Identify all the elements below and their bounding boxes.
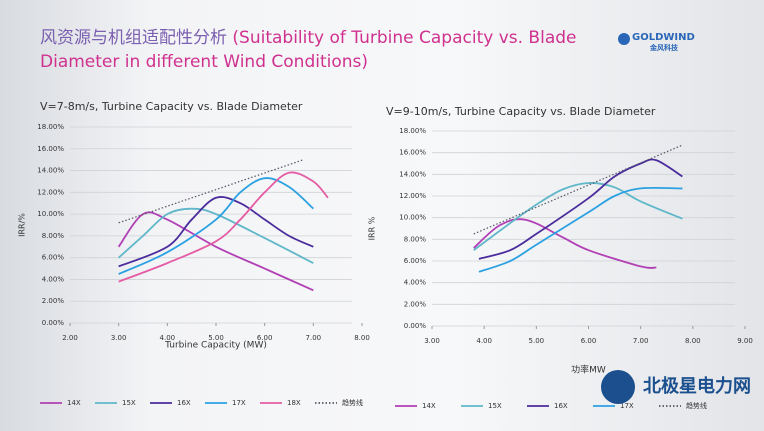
y-tick-label: 0.00% [404,322,427,330]
logo-cn: 金风科技 [650,44,678,52]
logo: GOLDWIND 金风科技 [618,32,695,53]
y-tick-label: 12.00% [399,192,426,200]
x-tick-label: 6.00 [581,337,597,345]
watermark: 北极星电力网 [601,370,751,404]
series-line [473,182,683,251]
x-tick-label: 6.00 [257,334,273,342]
x-tick-label: 8.00 [354,334,370,342]
x-tick-label: 7.00 [633,337,649,345]
y-tick-label: 8.00% [404,235,427,243]
series-line [118,171,329,283]
legend-label: 16X [554,402,568,410]
y-tick-label: 12.00% [37,188,64,196]
title-cn: 风资源与机组适配性分析 [40,28,227,48]
y-tick-label: 6.00% [42,254,65,262]
x-tick-label: 7.00 [306,334,322,342]
legend-label: 15X [122,399,136,407]
chart-title: V=9-10m/s, Turbine Capacity vs. Blade Di… [386,105,656,118]
x-tick-label: 4.00 [476,337,492,345]
legend-label: 趋势线 [686,401,707,410]
x-axis-label: Turbine Capacity (MW) [164,341,267,351]
series-line [478,158,683,260]
y-tick-label: 4.00% [404,279,427,287]
y-tick-label: 18.00% [399,127,426,135]
y-tick-label: 14.00% [399,170,426,178]
x-tick-label: 5.00 [529,337,545,345]
y-tick-label: 2.00% [404,300,427,308]
legend-label: 14X [67,399,81,407]
y-tick-label: 10.00% [37,210,64,218]
legend-label: 14X [422,402,436,410]
y-tick-label: 0.00% [42,319,65,327]
series-line [118,207,314,264]
y-axis-label: IRR % [368,216,377,240]
series-line [118,177,314,275]
y-tick-label: 10.00% [399,214,426,222]
y-tick-label: 16.00% [37,145,64,153]
x-tick-label: 4.00 [160,334,176,342]
legend-label: 16X [177,399,191,407]
x-tick-label: 8.00 [685,337,701,345]
y-tick-label: 6.00% [404,257,427,265]
series-line [118,159,304,224]
y-tick-label: 4.00% [42,275,65,283]
legend-label: 趋势线 [342,398,363,407]
logo-text: GOLDWIND [632,32,695,43]
legend-label: 17X [620,402,634,410]
legend-label: 17X [232,399,246,407]
series-line [478,186,683,273]
series-line [473,218,657,269]
y-tick-label: 16.00% [399,149,426,157]
series-line [473,144,683,235]
x-tick-label: 2.00 [62,334,78,342]
x-tick-label: 5.00 [208,334,224,342]
y-axis-label: IRR/% [18,213,27,237]
watermark-text: 北极星电力网 [643,376,751,397]
x-tick-label: 3.00 [111,334,127,342]
x-tick-label: 3.00 [424,337,440,345]
slide-title: 风资源与机组适配性分析 (Suitability of Turbine Capa… [40,26,600,74]
y-tick-label: 8.00% [42,232,65,240]
y-tick-label: 2.00% [42,297,65,305]
chart-title: V=7-8m/s, Turbine Capacity vs. Blade Dia… [40,100,303,113]
x-axis-label: 功率MW [571,364,606,376]
y-tick-label: 14.00% [37,167,64,175]
x-tick-label: 9.00 [737,337,753,345]
title-en: (Suitability of Turbine Capacity vs. Bla… [40,28,577,72]
series-line [117,211,314,292]
legend-label: 18X [287,399,301,407]
y-tick-label: 18.00% [37,123,64,131]
legend-label: 15X [488,402,502,410]
series-line [118,196,314,268]
